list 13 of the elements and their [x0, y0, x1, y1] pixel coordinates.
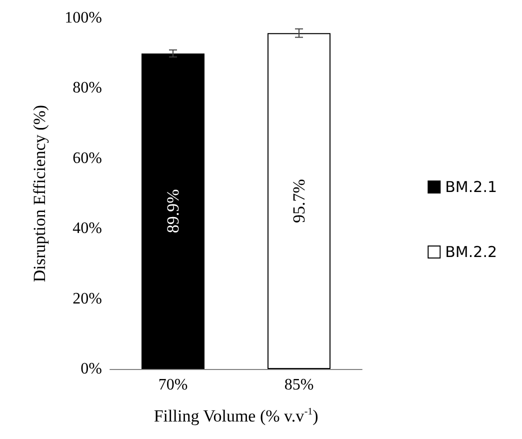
- legend-label: BM.2.2: [445, 243, 498, 261]
- y-axis-title: Disruption Efficiency (%): [30, 104, 49, 282]
- y-tick-label: 100%: [64, 10, 102, 26]
- x-tick-label: 70%: [158, 376, 188, 394]
- x-tick-label: 85%: [284, 376, 314, 394]
- data-label: 89.9%: [164, 189, 182, 234]
- y-tick-label: 80%: [72, 80, 102, 97]
- y-tick-label: 40%: [72, 220, 102, 238]
- y-tick-label: 60%: [72, 150, 102, 167]
- y-tick-label: 20%: [72, 290, 102, 308]
- legend-label: BM.2.1: [445, 178, 498, 196]
- data-label: 95.7%: [290, 179, 308, 224]
- y-tick-label: 0%: [80, 360, 102, 378]
